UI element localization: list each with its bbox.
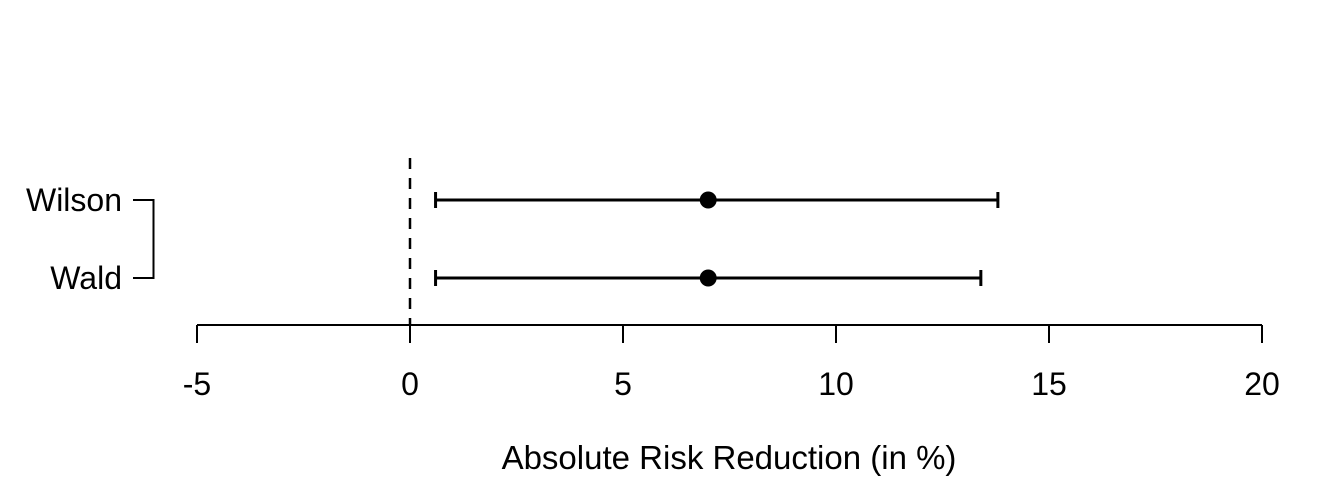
x-axis-tick-label: 5 [614,366,632,402]
x-axis-tick-label: -5 [183,366,211,402]
x-axis-tick-label: 15 [1031,366,1067,402]
point-estimate [699,269,717,287]
x-axis-title: Absolute Risk Reduction (in %) [502,439,957,476]
x-axis-tick-label: 0 [401,366,419,402]
point-estimate [699,191,717,209]
x-axis-tick-label: 20 [1244,366,1280,402]
plot-geometry: -5 0 5 10 15 20 [133,158,1280,402]
category-label-wald: Wald [50,260,122,296]
category-label-wilson: Wilson [26,182,122,218]
x-axis-tick-label: 10 [818,366,854,402]
